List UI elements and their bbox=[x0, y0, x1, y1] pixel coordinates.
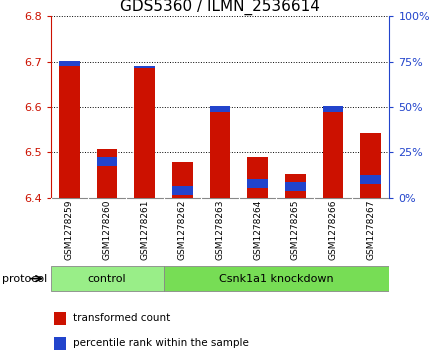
Bar bbox=[247, 157, 268, 198]
Bar bbox=[134, 66, 155, 198]
Text: Csnk1a1 knockdown: Csnk1a1 knockdown bbox=[219, 274, 334, 284]
Bar bbox=[54, 312, 66, 325]
Text: control: control bbox=[88, 274, 126, 284]
Bar bbox=[209, 106, 231, 112]
Text: GSM1278267: GSM1278267 bbox=[366, 200, 375, 260]
Bar bbox=[285, 183, 306, 192]
Text: percentile rank within the sample: percentile rank within the sample bbox=[73, 338, 249, 348]
Text: GSM1278259: GSM1278259 bbox=[65, 200, 74, 260]
Bar bbox=[164, 266, 389, 291]
Bar bbox=[172, 163, 193, 198]
Text: GSM1278261: GSM1278261 bbox=[140, 200, 149, 260]
Bar bbox=[54, 337, 66, 350]
Bar bbox=[51, 266, 164, 291]
Title: GDS5360 / ILMN_2536614: GDS5360 / ILMN_2536614 bbox=[120, 0, 320, 15]
Text: GSM1278264: GSM1278264 bbox=[253, 200, 262, 260]
Text: GSM1278262: GSM1278262 bbox=[178, 200, 187, 260]
Text: GSM1278263: GSM1278263 bbox=[216, 200, 224, 260]
Bar bbox=[360, 133, 381, 198]
Bar bbox=[172, 186, 193, 195]
Bar bbox=[134, 66, 155, 68]
Bar bbox=[59, 61, 80, 66]
Bar bbox=[59, 61, 80, 198]
Text: protocol: protocol bbox=[2, 274, 48, 284]
Text: transformed count: transformed count bbox=[73, 313, 170, 323]
Text: GSM1278265: GSM1278265 bbox=[291, 200, 300, 260]
Text: GSM1278260: GSM1278260 bbox=[103, 200, 112, 260]
Bar bbox=[323, 106, 343, 198]
Bar bbox=[97, 157, 117, 166]
Bar bbox=[360, 175, 381, 184]
Bar bbox=[323, 106, 343, 112]
Bar bbox=[97, 149, 117, 198]
Bar bbox=[247, 179, 268, 188]
Bar bbox=[209, 106, 231, 198]
Text: GSM1278266: GSM1278266 bbox=[328, 200, 337, 260]
Bar bbox=[285, 174, 306, 198]
